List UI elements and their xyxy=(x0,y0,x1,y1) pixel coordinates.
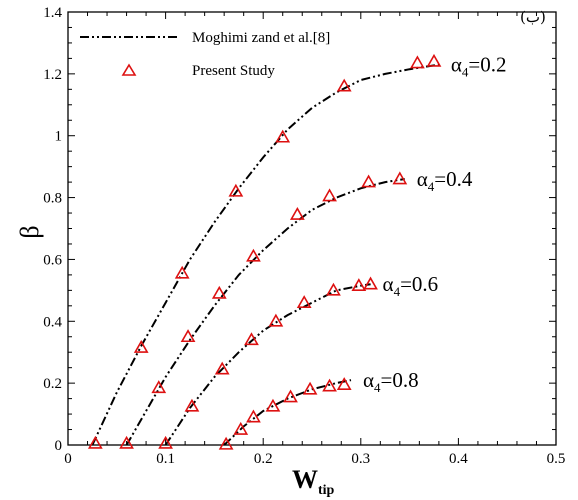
curve-label-value: =0.6 xyxy=(400,272,438,296)
curve-label-subscript: 4 xyxy=(428,179,435,194)
svg-text:Wtip: Wtip xyxy=(292,465,335,498)
series-line xyxy=(91,63,440,446)
data-point-marker xyxy=(233,421,249,435)
curve-label-value: =0.8 xyxy=(381,368,419,392)
series-line xyxy=(125,178,405,446)
y-tick-label: 0.8 xyxy=(43,191,62,207)
data-point-marker xyxy=(151,380,167,394)
data-point-marker xyxy=(336,78,352,92)
data-point-marker xyxy=(184,398,200,412)
curve-label-value: =0.2 xyxy=(468,53,506,77)
x-tick-label: 0 xyxy=(64,451,72,467)
x-axis-label-sub: tip xyxy=(318,483,335,498)
y-tick-label: 1 xyxy=(55,129,63,145)
data-point-marker xyxy=(265,398,281,412)
curve-label: α4=0.8 xyxy=(363,368,419,395)
data-point-marker xyxy=(214,361,230,375)
legend: Moghimi zand et al.[8] Present Study xyxy=(80,30,330,79)
curve-label-subscript: 4 xyxy=(462,65,469,80)
data-point-marker xyxy=(119,435,134,449)
legend-marker-label: Present Study xyxy=(192,63,275,79)
data-point-marker xyxy=(296,295,312,309)
curve-label-symbol: α xyxy=(417,167,428,191)
data-point-marker xyxy=(158,435,173,449)
data-point-marker xyxy=(351,278,367,292)
series-3: α4=0.6 xyxy=(158,272,439,449)
x-axis-label: Wtip xyxy=(292,465,335,498)
plot-frame xyxy=(67,11,557,446)
series-line xyxy=(223,379,352,446)
legend-marker-sample xyxy=(121,63,137,76)
x-tick-label: 0.4 xyxy=(449,451,468,467)
data-point-marker xyxy=(322,378,337,392)
x-tick-label: 0.5 xyxy=(547,451,566,467)
axes-frame xyxy=(67,11,557,446)
data-point-marker xyxy=(218,436,234,450)
curve-label-symbol: α xyxy=(383,272,394,296)
data-point-marker xyxy=(322,188,337,202)
data-point-marker xyxy=(133,339,149,353)
y-tick-label: 0 xyxy=(55,438,63,454)
series-4: α4=0.8 xyxy=(218,368,419,450)
series-2: α4=0.4 xyxy=(119,167,473,449)
data-point-marker xyxy=(410,55,425,69)
data-point-marker xyxy=(244,332,259,346)
curve-label-value: =0.4 xyxy=(434,167,473,191)
y-tick-label: 1.4 xyxy=(43,5,62,21)
data-point-marker xyxy=(246,409,261,423)
data-point-marker xyxy=(87,435,103,449)
data-point-marker xyxy=(174,265,190,279)
axis-ticks: 0 0.1 0.2 0.3 0.4 0.5 0 0.2 0.4 0.6 0.8 1 1.2 1.4 xyxy=(43,5,565,467)
data-point-marker xyxy=(392,171,408,185)
series-line xyxy=(164,283,371,446)
x-tick-label: 0.3 xyxy=(351,451,370,467)
data-point-marker xyxy=(302,381,318,395)
curve-label: α4=0.6 xyxy=(383,272,439,299)
data-point-marker xyxy=(275,129,291,143)
y-axis-label: β xyxy=(15,225,44,238)
x-tick-label: 0.2 xyxy=(254,451,273,467)
y-tick-label: 0.6 xyxy=(43,252,62,268)
data-point-marker xyxy=(426,53,442,67)
y-tick-label: 1.2 xyxy=(43,67,62,83)
curve-label-symbol: α xyxy=(451,53,462,77)
curve-label-subscript: 4 xyxy=(374,380,381,395)
curve-label-subscript: 4 xyxy=(394,284,401,299)
data-point-marker xyxy=(289,206,305,220)
panel-mark: (ب) xyxy=(520,8,546,26)
curve-label-symbol: α xyxy=(363,368,374,392)
data-point-marker xyxy=(228,183,244,197)
series-1: α4=0.2 xyxy=(87,53,507,449)
data-point-marker xyxy=(326,282,341,296)
data-point-marker xyxy=(246,248,261,262)
data-point-marker xyxy=(283,389,298,403)
data-point-marker xyxy=(336,377,352,390)
series-layer: α4=0.2α4=0.4α4=0.6α4=0.8 xyxy=(87,53,507,450)
curve-label: α4=0.2 xyxy=(451,53,507,80)
data-point-marker xyxy=(180,329,196,343)
y-tick-label: 0.4 xyxy=(43,314,62,330)
data-point-marker xyxy=(361,174,376,188)
x-tick-label: 0.1 xyxy=(156,451,175,467)
data-point-marker xyxy=(268,313,284,327)
legend-line-label: Moghimi zand et al.[8] xyxy=(192,30,330,46)
y-tick-label: 0.2 xyxy=(43,376,62,392)
x-axis-label-main: W xyxy=(292,465,318,494)
curve-label: α4=0.4 xyxy=(417,167,473,194)
data-point-marker xyxy=(363,276,378,290)
data-point-marker xyxy=(211,285,227,299)
